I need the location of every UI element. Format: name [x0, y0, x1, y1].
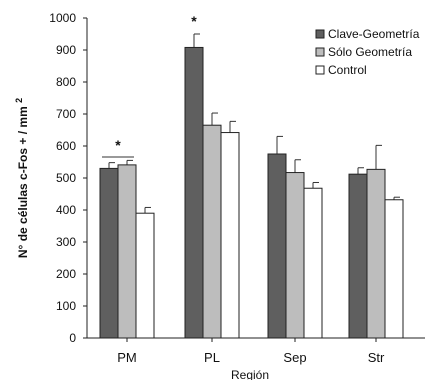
y-tick-label: 300: [56, 235, 76, 249]
bar-sep-0: [267, 153, 287, 339]
x-tick-label: PM: [117, 350, 137, 365]
bar-sep-2: [303, 187, 323, 339]
y-tick-label: 500: [56, 171, 76, 185]
y-tick-label: 900: [56, 43, 76, 57]
y-tick-label: 800: [56, 75, 76, 89]
bar-pm-1: [117, 164, 137, 339]
significance-marker: *: [115, 137, 121, 153]
y-tick-label: 100: [56, 299, 76, 313]
x-axis-title: Región: [231, 368, 269, 380]
x-tick-label: Sep: [283, 350, 306, 365]
legend-label: Clave-Geometría: [328, 27, 420, 41]
x-tick-label: PL: [204, 350, 220, 365]
y-tick-label: 0: [69, 331, 76, 345]
y-tick-label: 200: [56, 267, 76, 281]
legend-swatch: [315, 65, 325, 75]
legend-label: Control: [328, 63, 367, 77]
y-tick-label: 700: [56, 107, 76, 121]
axes: N° de células c-Fos + / mm 2 Región 0 100…: [14, 11, 425, 382]
bar-pl-2: [220, 132, 240, 339]
legend: Clave-Geometría Sólo Geometría Control: [315, 27, 420, 77]
y-tick-label: 1000: [49, 11, 76, 25]
bar-pl-0: [184, 46, 204, 339]
legend-swatch: [315, 47, 325, 57]
plot-area: **: [99, 13, 404, 339]
significance-marker: *: [191, 13, 197, 29]
legend-swatch: [315, 29, 325, 39]
y-tick-label: 400: [56, 203, 76, 217]
legend-label: Sólo Geometría: [328, 45, 412, 59]
y-axis-title-text: N° de células c-Fos + / mm: [16, 106, 30, 258]
bar-str-0: [348, 173, 368, 339]
bar-pm-2: [135, 212, 155, 339]
x-tick-label: Str: [368, 350, 385, 365]
bar-str-2: [384, 199, 404, 339]
bar-pm-0: [99, 167, 119, 339]
bar-pl-1: [202, 124, 222, 339]
y-axis-title-superscript: 2: [14, 98, 24, 103]
bar-sep-1: [285, 172, 305, 339]
y-axis-title: N° de células c-Fos + / mm 2: [14, 98, 30, 258]
bar-str-1: [366, 168, 386, 339]
y-tick-label: 600: [56, 139, 76, 153]
